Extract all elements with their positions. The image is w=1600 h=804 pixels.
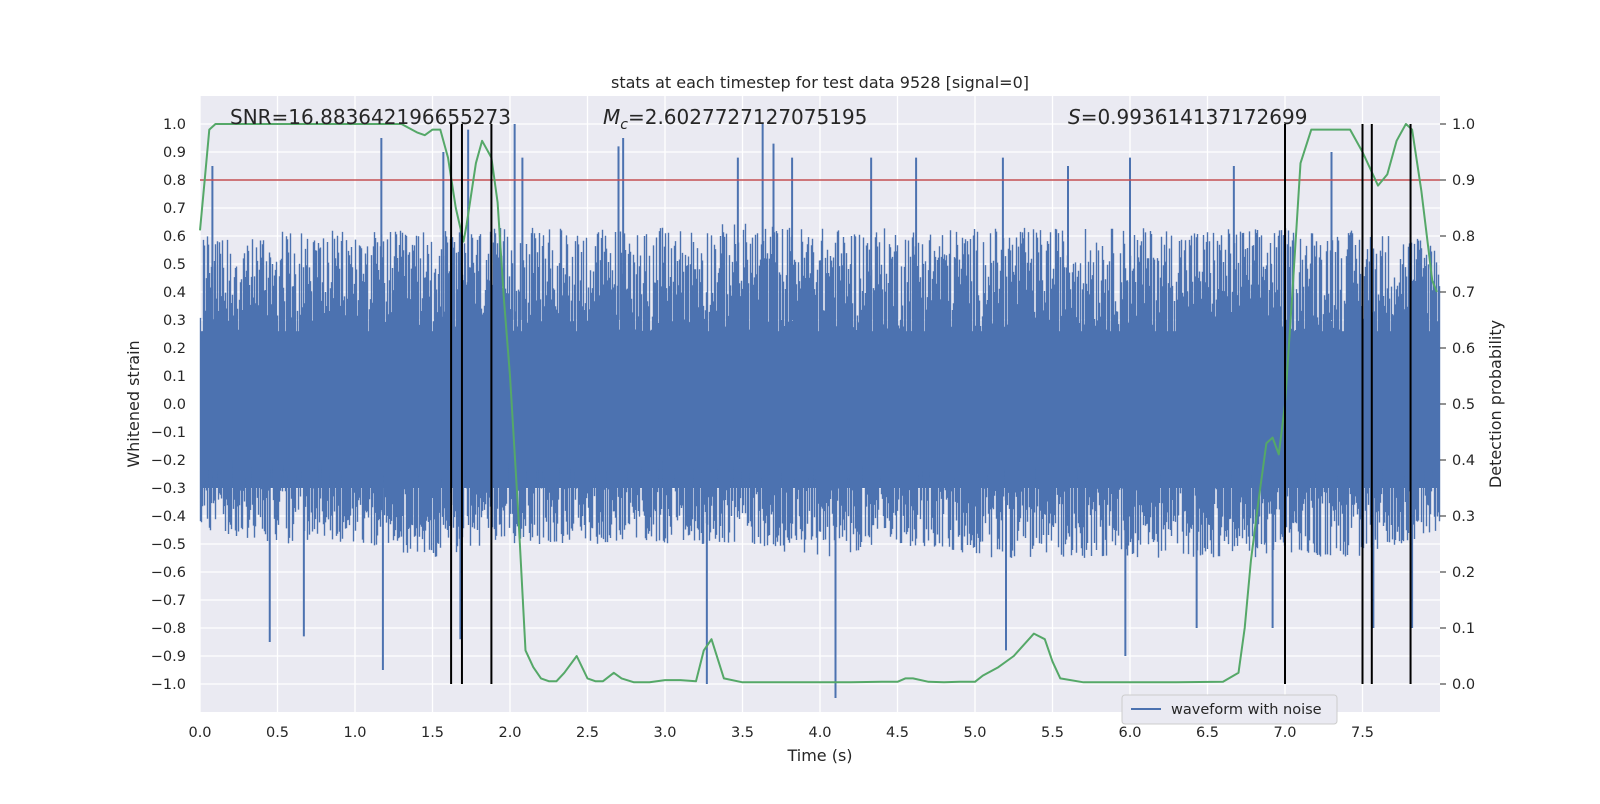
y-tick-label: 0.9 xyxy=(163,145,186,161)
y-tick-label: −0.2 xyxy=(151,453,186,469)
y-tick-label: −0.8 xyxy=(151,621,186,637)
x-tick-label: 7.0 xyxy=(1273,725,1296,741)
y-tick-label: −0.7 xyxy=(151,593,186,609)
y2-tick-label: 0.2 xyxy=(1452,565,1475,581)
y-tick-label: 0.4 xyxy=(163,285,186,301)
x-tick-label: 3.5 xyxy=(731,725,754,741)
chirp-mass-annotation: Mc=2.6027727127075195 xyxy=(603,105,867,133)
y-tick-label: 0.3 xyxy=(163,313,186,329)
y-tick-label: −0.5 xyxy=(151,537,186,553)
y-tick-label: −0.6 xyxy=(151,565,186,581)
y-tick-label: 0.7 xyxy=(163,201,186,217)
y2-axis-label: Detection probability xyxy=(1486,320,1505,488)
y2-tick-label: 0.6 xyxy=(1452,341,1475,357)
y-tick-label: −0.9 xyxy=(151,649,186,665)
y2-tick-label: 0.5 xyxy=(1452,397,1475,413)
y-tick-label: 0.5 xyxy=(163,257,186,273)
y-tick-label: −1.0 xyxy=(151,677,186,693)
score-value: =0.993614137172699 xyxy=(1081,105,1308,129)
probability-layer xyxy=(199,123,1438,684)
x-tick-label: 0.5 xyxy=(266,725,289,741)
y-tick-label: −0.1 xyxy=(151,425,186,441)
legend-label: waveform with noise xyxy=(1171,702,1322,718)
y-tick-label: 0.0 xyxy=(163,397,186,413)
x-tick-label: 3.0 xyxy=(653,725,676,741)
x-tick-label: 1.0 xyxy=(343,725,366,741)
tick-layer: 0.0 0.5 1.0 1.5 2.0 2.5 3.0 3.5 4.0 4.5 5.0 5.5 6.0 6… xyxy=(151,117,1475,741)
y2-tick-label: 0.0 xyxy=(1452,677,1475,693)
y2-tick-label: 0.4 xyxy=(1452,453,1475,469)
x-tick-label: 1.5 xyxy=(421,725,444,741)
y2-tick-label: 0.3 xyxy=(1452,509,1475,525)
chirp-mass-subscript: c xyxy=(620,117,628,133)
x-tick-label: 7.5 xyxy=(1351,725,1374,741)
x-tick-label: 6.0 xyxy=(1118,725,1141,741)
detection-marker-layer xyxy=(450,124,1412,684)
x-tick-label: 6.5 xyxy=(1196,725,1219,741)
y2-tick-label: 0.9 xyxy=(1452,173,1475,189)
y-tick-label: −0.3 xyxy=(151,481,186,497)
legend-box xyxy=(1121,694,1338,725)
x-tick-label: 2.5 xyxy=(576,725,599,741)
y2-tick-label: 0.1 xyxy=(1452,621,1475,637)
y-tick-label: 0.6 xyxy=(163,229,186,245)
y2-tick-label: 1.0 xyxy=(1452,117,1475,133)
x-tick-label: 4.5 xyxy=(886,725,909,741)
x-axis-label: Time (s) xyxy=(786,746,852,765)
x-tick-label: 4.0 xyxy=(808,725,831,741)
y-tick-label: 0.2 xyxy=(163,341,186,357)
snr-annotation: SNR=16.883642196655273 xyxy=(230,105,511,129)
y-tick-label: 0.1 xyxy=(163,369,186,385)
y-tick-label: 1.0 xyxy=(163,117,186,133)
detection-probability-series xyxy=(199,123,1438,684)
y2-tick-label: 0.8 xyxy=(1452,229,1475,245)
x-tick-label: 5.0 xyxy=(963,725,986,741)
y-tick-label: −0.4 xyxy=(151,509,186,525)
chart-title: stats at each timestep for test data 952… xyxy=(611,73,1029,92)
waveform-layer xyxy=(199,124,1441,698)
waveform-series xyxy=(199,223,1441,558)
y2-tick-label: 0.7 xyxy=(1452,285,1475,301)
chirp-mass-symbol: M xyxy=(603,105,620,129)
y-tick-label: 0.8 xyxy=(163,173,186,189)
y-axis-label: Whitened strain xyxy=(124,340,143,467)
score-symbol: S xyxy=(1068,105,1081,129)
x-tick-label: 0.0 xyxy=(188,725,211,741)
x-tick-label: 5.5 xyxy=(1041,725,1064,741)
legend: waveform with noise xyxy=(1121,694,1338,725)
score-annotation: S=0.993614137172699 xyxy=(1068,105,1307,129)
x-tick-label: 2.0 xyxy=(498,725,521,741)
chirp-mass-value: =2.6027727127075195 xyxy=(628,105,867,129)
